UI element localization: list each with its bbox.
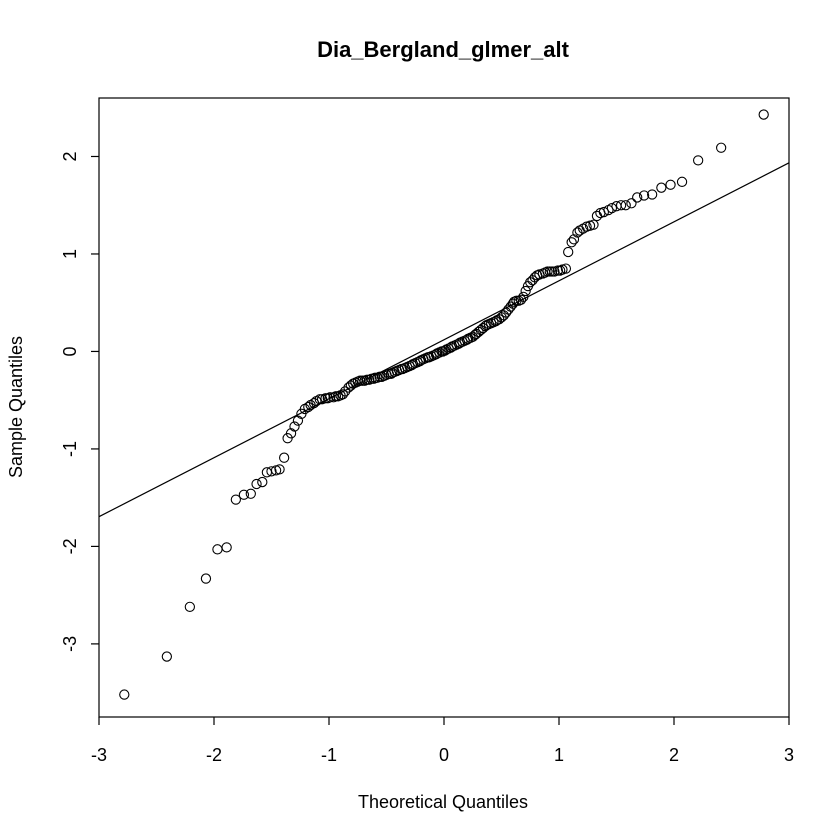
- data-point: [520, 285, 531, 297]
- data-point: [339, 386, 351, 397]
- data-point: [676, 176, 688, 187]
- data-point: [285, 428, 297, 439]
- data-point: [606, 203, 618, 214]
- data-point: [507, 298, 519, 309]
- reference-line-group: [98, 162, 790, 518]
- data-point: [184, 601, 195, 612]
- data-point: [266, 466, 277, 477]
- data-point: [200, 573, 212, 584]
- data-points: [119, 109, 769, 700]
- y-tick-label: 2: [60, 151, 80, 161]
- data-point: [693, 155, 704, 166]
- data-point: [221, 542, 232, 553]
- data-point: [572, 227, 583, 238]
- x-axis-label: Theoretical Quantiles: [358, 792, 528, 812]
- data-point: [638, 190, 650, 201]
- data-point: [308, 397, 320, 409]
- y-tick-label: -1: [60, 441, 80, 457]
- x-tick-label: -2: [206, 745, 222, 765]
- data-point: [620, 200, 631, 211]
- data-point: [758, 109, 769, 120]
- data-point: [289, 421, 300, 432]
- data-point: [251, 478, 262, 490]
- data-point: [238, 489, 250, 500]
- y-tick-label: -3: [60, 636, 80, 652]
- data-point: [274, 464, 285, 475]
- data-point: [324, 392, 336, 403]
- data-point: [656, 182, 667, 193]
- chart-title: Dia_Bergland_glmer_alt: [317, 37, 570, 62]
- x-tick-label: 2: [669, 745, 679, 765]
- data-point: [245, 488, 256, 499]
- data-point: [161, 651, 172, 662]
- y-axis: -3 -2 -1 0 1 2: [60, 151, 99, 652]
- y-axis-label: Sample Quantiles: [6, 336, 26, 478]
- data-point: [568, 234, 580, 245]
- x-tick-label: -3: [91, 745, 107, 765]
- x-axis: -3 -2 -1 0 1 2 3: [91, 717, 794, 765]
- x-tick-label: 1: [554, 745, 564, 765]
- y-tick-label: -2: [60, 538, 80, 554]
- data-point: [337, 389, 348, 400]
- qq-reference-line: [98, 162, 790, 518]
- y-tick-label: 1: [60, 249, 80, 259]
- y-tick-label: 0: [60, 346, 80, 356]
- data-point: [665, 179, 676, 190]
- data-point: [626, 198, 637, 209]
- data-point: [647, 189, 658, 200]
- x-tick-label: 3: [784, 745, 794, 765]
- data-point: [477, 322, 489, 334]
- data-point: [560, 263, 572, 274]
- data-point: [566, 237, 577, 248]
- data-point: [598, 206, 609, 218]
- data-point: [716, 142, 727, 153]
- data-point: [632, 192, 643, 203]
- data-point: [292, 415, 304, 426]
- data-point: [615, 200, 627, 211]
- data-point: [119, 689, 130, 700]
- x-tick-label: -1: [321, 745, 337, 765]
- data-point: [303, 401, 314, 413]
- x-tick-label: 0: [439, 745, 449, 765]
- data-point: [257, 476, 268, 488]
- data-point: [278, 452, 290, 463]
- data-point: [515, 294, 527, 305]
- data-point: [563, 246, 574, 258]
- data-point: [588, 219, 599, 230]
- data-point: [518, 291, 529, 303]
- data-point: [230, 494, 241, 505]
